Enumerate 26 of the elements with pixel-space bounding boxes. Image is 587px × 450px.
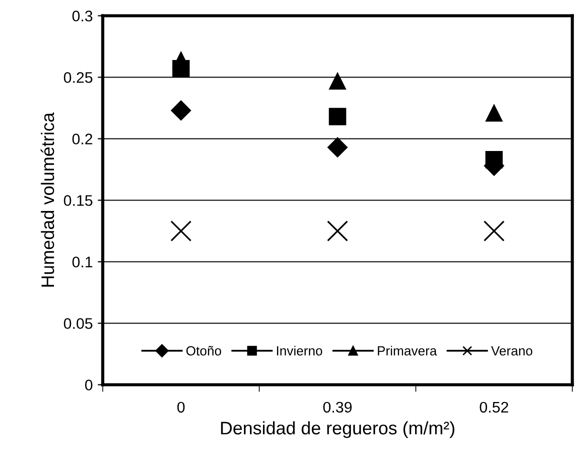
y-axis-title: Humedad volumétrica bbox=[40, 112, 54, 287]
x-tick-label: 0.52 bbox=[480, 402, 508, 413]
y-tick-label: 0.15 bbox=[64, 195, 92, 206]
point bbox=[326, 220, 348, 242]
legend-label: Invierno bbox=[277, 346, 322, 356]
y-tick-label: 0.1 bbox=[72, 256, 92, 268]
point bbox=[485, 150, 503, 168]
y-tick-label: 0 bbox=[85, 380, 92, 390]
point bbox=[172, 51, 190, 69]
y-tick-label: 0.3 bbox=[72, 10, 92, 22]
x-tick-label: 0 bbox=[177, 402, 185, 413]
point bbox=[170, 220, 192, 242]
point bbox=[485, 104, 503, 122]
point bbox=[328, 72, 346, 90]
y-tick-label: 0.05 bbox=[64, 318, 92, 329]
y-tick-label: 0.2 bbox=[72, 134, 92, 144]
point bbox=[484, 220, 505, 242]
point bbox=[328, 108, 346, 126]
legend-label: Verano bbox=[491, 346, 532, 356]
y-tick-label: 0.25 bbox=[64, 72, 92, 83]
legend-label: Otoño bbox=[186, 346, 222, 356]
legend-label: Primavera bbox=[378, 346, 437, 356]
x-tick-label: 0.39 bbox=[323, 402, 352, 413]
point bbox=[170, 100, 192, 121]
point bbox=[327, 137, 348, 158]
x-axis-title: Densidad de regueros (m/m²) bbox=[221, 421, 454, 438]
